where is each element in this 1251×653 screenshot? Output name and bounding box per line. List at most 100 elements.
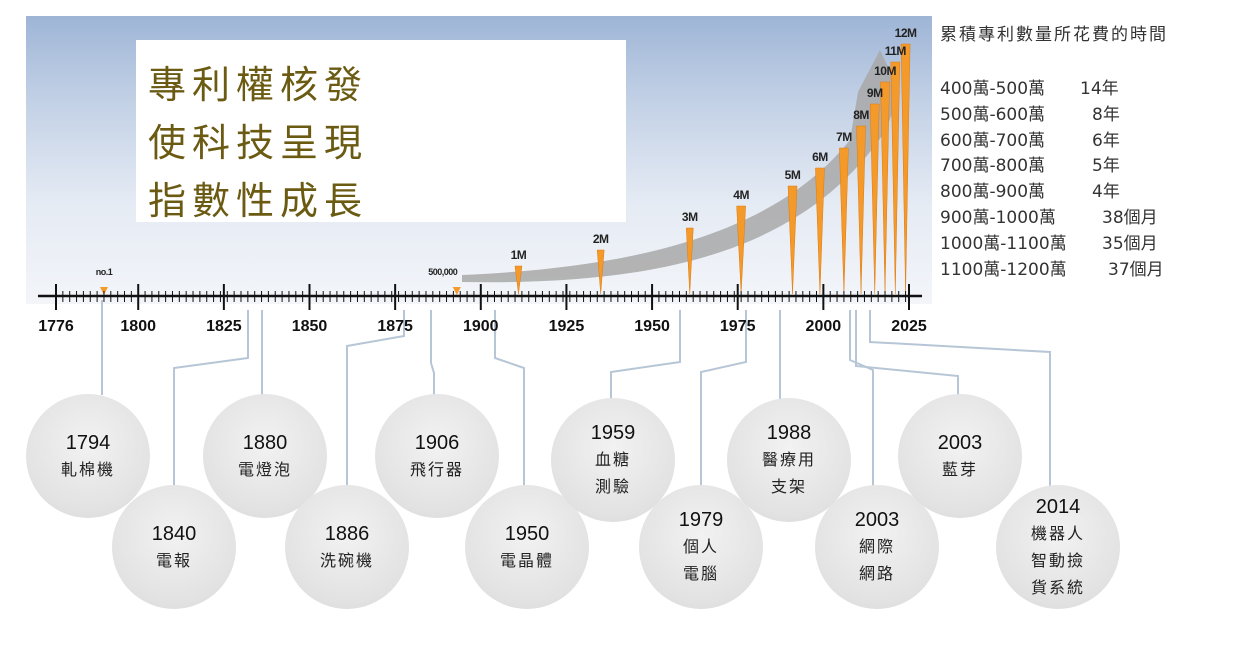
connector-line (849, 310, 874, 486)
milestone-spike (839, 147, 849, 295)
connector-line (494, 310, 525, 486)
invention-name: 軋棉機 (60, 459, 115, 479)
invention-bubble: 1950 電晶體 (465, 485, 589, 609)
patent-spikes (99, 43, 911, 295)
invention-year: 1988 (766, 422, 812, 444)
title-box: 專利權核發 使科技呈現 指數性成長 (136, 40, 626, 223)
axis-year-label: 1800 (120, 318, 156, 335)
milestone-spike (890, 61, 901, 295)
axis-year-label: 1825 (206, 318, 242, 335)
milestone-label: 9M (866, 86, 883, 100)
axis-year-label: 1925 (548, 318, 585, 335)
invention-name: 智動撿 (1030, 550, 1085, 570)
invention-bubble: 1959 血糖測驗 (551, 398, 675, 522)
milestone-spike (880, 81, 890, 295)
invention-bubble: 1886 洗碗機 (285, 485, 409, 609)
milestone-spike (869, 103, 880, 295)
milestone-spike (787, 185, 798, 295)
invention-bubble: 1906 飛行器 (375, 394, 499, 518)
invention-name: 測驗 (594, 477, 631, 496)
invention-name: 貨系統 (1030, 577, 1085, 597)
invention-bubble: 1979 個人電腦 (639, 485, 763, 609)
milestone-spike (514, 265, 523, 295)
invention-name: 機器人 (1030, 523, 1085, 543)
invention-name: 電晶體 (499, 550, 554, 570)
title-line-2: 使科技呈現 (148, 121, 369, 165)
connector-line (346, 310, 405, 486)
milestone-label: 12M (894, 26, 917, 40)
duration-range: 1100萬-1200萬 (940, 259, 1067, 280)
milestone-spike (856, 125, 866, 295)
duration-range: 500萬-600萬 (940, 104, 1046, 125)
milestone-label: 1M (510, 248, 527, 262)
connector-lines (101, 300, 1051, 486)
duration-value: 8年 (1092, 104, 1120, 125)
milestone-label: no.1 (95, 267, 113, 277)
invention-name: 個人 (682, 537, 719, 556)
invention-bubble: 2014 機器人智動撿貨系統 (996, 485, 1120, 609)
invention-year: 1880 (242, 431, 288, 454)
invention-year: 2003 (854, 509, 900, 531)
duration-value: 38個月 (1102, 208, 1158, 228)
duration-range: 900萬-1000萬 (940, 208, 1056, 228)
duration-value: 37個月 (1108, 259, 1164, 280)
invention-name: 藍芽 (941, 459, 978, 479)
duration-value: 5年 (1092, 156, 1120, 177)
duration-range: 800萬-900萬 (940, 182, 1046, 203)
connector-line (430, 310, 435, 395)
connector-line (610, 310, 681, 399)
milestone-label: 5M (784, 168, 801, 182)
milestone-label: 8M (853, 108, 869, 122)
milestone-label: 3M (681, 210, 698, 224)
invention-year: 1886 (324, 522, 370, 545)
axis-year-label: 1776 (38, 318, 74, 335)
invention-year: 1906 (414, 431, 460, 454)
duration-panel: 累積專利數量所花費的時間 400萬-500萬 14年 500萬-600萬 8年 600萬… (940, 20, 1240, 280)
milestone-label: 2M (592, 232, 609, 246)
title-line-3: 指數性成長 (148, 179, 369, 223)
growth-arrow (462, 50, 900, 283)
invention-bubble: 1840 電報 (112, 485, 236, 609)
invention-name: 洗碗機 (319, 550, 374, 570)
duration-value: 14年 (1080, 79, 1119, 99)
duration-panel-title: 累積專利數量所花費的時間 (940, 25, 1168, 45)
duration-range: 600萬-700萬 (940, 130, 1046, 151)
connector-line (855, 310, 959, 395)
invention-name: 電腦 (682, 564, 719, 583)
milestone-spike (736, 205, 746, 295)
milestone-label: 6M (812, 150, 828, 164)
invention-year: 1794 (65, 431, 111, 454)
axis-year-label: 2025 (891, 318, 927, 335)
milestone-label: 4M (733, 188, 749, 202)
invention-year: 1950 (504, 522, 550, 545)
invention-bubble: 2003 網際 網路 (815, 485, 939, 609)
invention-bubble: 1794 軋棉機 (26, 394, 150, 518)
axis-year-label: 1950 (634, 318, 670, 335)
invention-year: 1979 (678, 509, 724, 531)
connector-line (700, 310, 747, 486)
timeline-axis (38, 284, 922, 310)
duration-value: 35個月 (1102, 233, 1158, 254)
milestone-label: 7M (836, 130, 852, 144)
invention-year: 1959 (590, 422, 636, 444)
duration-range: 700萬-800萬 (940, 156, 1046, 177)
milestone-spike (596, 249, 605, 295)
invention-year: 2003 (937, 431, 983, 454)
invention-bubble: 1988 醫療用 支架 (727, 398, 851, 522)
growth-arrow-shape (462, 50, 900, 283)
connector-line (173, 310, 249, 486)
duration-range: 1000萬-1100萬 (940, 233, 1067, 254)
invention-name: 飛行器 (409, 459, 464, 479)
axis-year-label: 2000 (805, 318, 842, 335)
invention-year: 2014 (1035, 495, 1081, 518)
invention-name: 血糖 (594, 450, 631, 469)
invention-name: 電報 (155, 550, 192, 570)
milestone-marker (452, 287, 461, 295)
invention-name: 網際 (858, 537, 895, 556)
connector-line (869, 310, 1051, 486)
axis-year-label: 1850 (291, 318, 328, 335)
invention-name: 支架 (770, 477, 807, 496)
invention-year: 1840 (151, 522, 197, 545)
invention-bubble: 2003 藍芽 (898, 394, 1022, 518)
